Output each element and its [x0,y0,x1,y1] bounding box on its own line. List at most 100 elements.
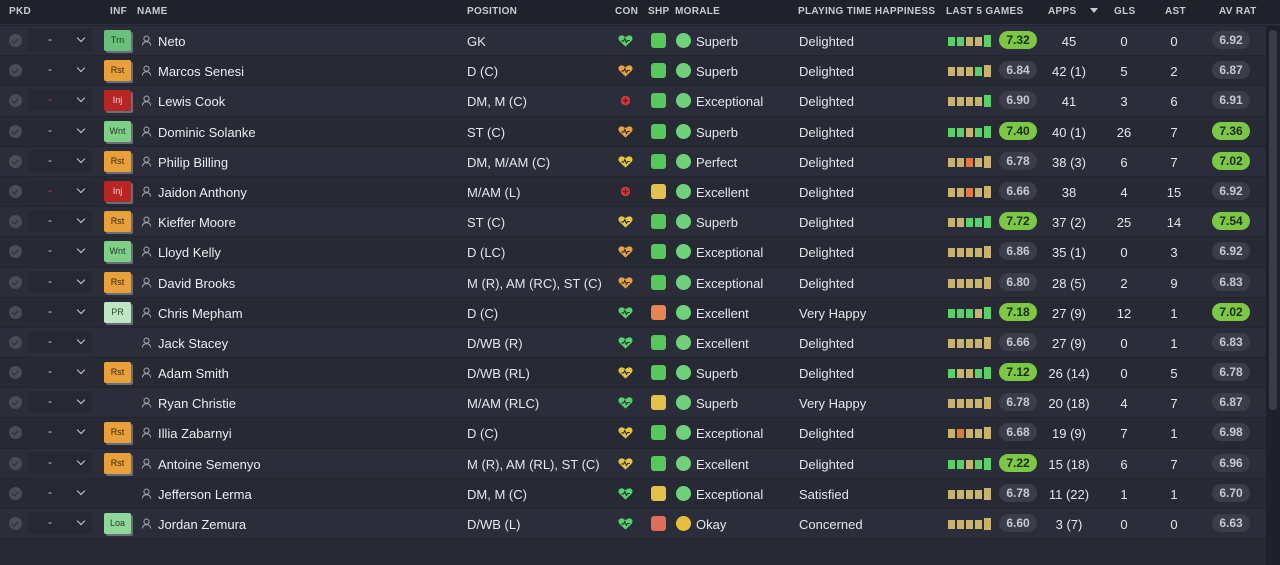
selection-dropdown[interactable]: - [28,240,92,263]
col-apps[interactable]: APPS [1048,6,1077,17]
selection-dropdown[interactable]: - [28,300,92,323]
table-row[interactable]: - Rst Illia Zabarnyi D (C) Exceptional Deligh… [0,418,1266,448]
player-name-link[interactable]: Lloyd Kelly [158,245,221,261]
col-pkd[interactable]: PKD [9,6,32,17]
picked-check-icon[interactable] [9,366,22,380]
picked-check-icon[interactable] [9,154,22,168]
selection-dropdown[interactable]: - [28,149,92,172]
info-badge[interactable]: Rst [104,150,131,172]
col-inf[interactable]: INF [110,6,128,17]
info-badge[interactable]: Wnt [104,241,131,263]
selection-dropdown[interactable]: - [28,330,92,353]
selection-dropdown[interactable]: - [28,270,92,293]
table-row[interactable]: - Wnt Lloyd Kelly D (LC) Exceptional Delighte… [0,237,1266,267]
selection-dropdown[interactable]: - [28,59,92,82]
col-ast[interactable]: AST [1165,6,1186,17]
col-name[interactable]: NAME [137,6,168,17]
info-badge[interactable]: Rst [104,422,131,444]
condition-heart-icon [618,337,633,349]
table-row[interactable]: - Wnt Dominic Solanke ST (C) Superb Delighted… [0,116,1266,146]
player-name-link[interactable]: Philip Billing [158,154,229,170]
player-name-link[interactable]: David Brooks [158,275,236,291]
picked-check-icon[interactable] [9,305,22,319]
player-name-link[interactable]: Jaidon Anthony [158,184,247,200]
info-badge[interactable]: Rst [104,452,131,474]
selection-dropdown[interactable]: - [28,391,92,414]
table-row[interactable]: - Rst Adam Smith D/WB (RL) Superb Delighted 7.… [0,358,1266,388]
col-last-5-games[interactable]: LAST 5 GAMES [946,6,1024,17]
info-badge[interactable]: Rst [104,60,131,82]
selection-dropdown[interactable]: - [28,361,92,384]
table-row[interactable]: - Rst David Brooks M (R), AM (RC), ST (C) Ex… [0,267,1266,297]
selection-dropdown[interactable]: - [28,481,92,504]
selection-dropdown[interactable]: - [28,210,92,233]
table-row[interactable]: - PR Chris Mepham D (C) Excellent Very Happy 7… [0,297,1266,327]
player-name-link[interactable]: Marcos Senesi [158,64,244,80]
picked-check-icon[interactable] [9,426,22,440]
table-row[interactable]: - Ryan Christie M/AM (RLC) Superb Very Happy… [0,388,1266,418]
table-row[interactable]: - Inj Lewis Cook DM, M (C) Exceptional Deligh… [0,86,1266,116]
player-name-link[interactable]: Chris Mepham [158,305,243,321]
picked-check-icon[interactable] [9,64,22,78]
info-badge[interactable]: Inj [104,180,131,202]
player-name-link[interactable]: Jefferson Lerma [158,486,252,502]
table-row[interactable]: - Jack Stacey D/WB (R) Excellent Delighted 6.… [0,327,1266,358]
picked-check-icon[interactable] [9,486,22,500]
table-row[interactable]: - Trn Neto GK Superb Delighted 7.32 45 0 0 6.92 [0,26,1266,56]
info-badge[interactable]: Wnt [104,120,131,142]
picked-check-icon[interactable] [9,335,22,349]
col-position[interactable]: POSITION [467,6,518,17]
table-row[interactable]: - Rst Marcos Senesi D (C) Superb Delighted 6.8… [0,56,1266,86]
info-badge[interactable]: Rst [104,211,131,233]
picked-check-icon[interactable] [9,396,22,410]
info-badge[interactable]: Rst [104,362,131,384]
player-name-link[interactable]: Jordan Zemura [158,517,247,532]
info-badge[interactable]: Rst [104,271,131,293]
picked-check-icon[interactable] [9,245,22,259]
info-badge[interactable]: Inj [104,90,131,112]
col-morale[interactable]: MORALE [675,6,721,17]
table-row[interactable]: - Rst Philip Billing DM, M/AM (C) Perfect Del… [0,146,1266,176]
scrollbar-thumb[interactable] [1269,30,1277,410]
player-name-link[interactable]: Adam Smith [158,366,229,382]
col-playing-time-happiness[interactable]: PLAYING TIME HAPPINESS [798,6,936,17]
player-name-link[interactable]: Illia Zabarnyi [158,426,232,442]
picked-check-icon[interactable] [9,456,22,470]
selection-dropdown[interactable]: - [28,512,92,534]
selection-dropdown[interactable]: - [28,179,92,202]
col-shp[interactable]: SHP [648,6,670,17]
picked-check-icon[interactable] [9,94,22,108]
col-av-rat[interactable]: AV RAT [1219,6,1257,17]
selection-dropdown[interactable]: - [28,119,92,142]
picked-check-icon[interactable] [9,34,22,47]
info-badge[interactable]: Loa [104,513,131,534]
selection-dropdown[interactable]: - [28,451,92,474]
picked-check-icon[interactable] [9,275,22,289]
picked-check-icon[interactable] [9,517,22,530]
player-name-link[interactable]: Kieffer Moore [158,215,236,231]
player-name-link[interactable]: Neto [158,34,186,49]
table-row[interactable]: - Rst Antoine Semenyo M (R), AM (RL), ST (C… [0,448,1266,478]
col-con[interactable]: CON [615,6,639,17]
player-name-link[interactable]: Ryan Christie [158,396,237,412]
player-name-link[interactable]: Jack Stacey [158,335,229,351]
vertical-scrollbar[interactable] [1266,26,1280,565]
table-row[interactable]: - Rst Kieffer Moore ST (C) Superb Delighted 7.… [0,207,1266,237]
table-row-partial[interactable] [0,539,1266,565]
player-name-link[interactable]: Antoine Semenyo [158,456,261,472]
col-gls[interactable]: GLS [1114,6,1136,17]
picked-check-icon[interactable] [9,124,22,138]
table-row[interactable]: - Inj Jaidon Anthony M/AM (L) Excellent Delig… [0,176,1266,207]
average-rating-badge: 6.63 [1212,514,1250,532]
player-name-link[interactable]: Dominic Solanke [158,124,256,140]
table-row[interactable]: - Jefferson Lerma DM, M (C) Exceptional Sati… [0,478,1266,508]
info-badge[interactable]: Trn [104,30,131,51]
picked-check-icon[interactable] [9,184,22,198]
selection-dropdown[interactable]: - [28,89,92,112]
picked-check-icon[interactable] [9,215,22,229]
player-name-link[interactable]: Lewis Cook [158,94,226,110]
table-row[interactable]: - Loa Jordan Zemura D/WB (L) Okay Concerned 6.… [0,509,1266,539]
selection-dropdown[interactable]: - [28,29,92,51]
selection-dropdown[interactable]: - [28,421,92,444]
info-badge[interactable]: PR [104,301,131,323]
